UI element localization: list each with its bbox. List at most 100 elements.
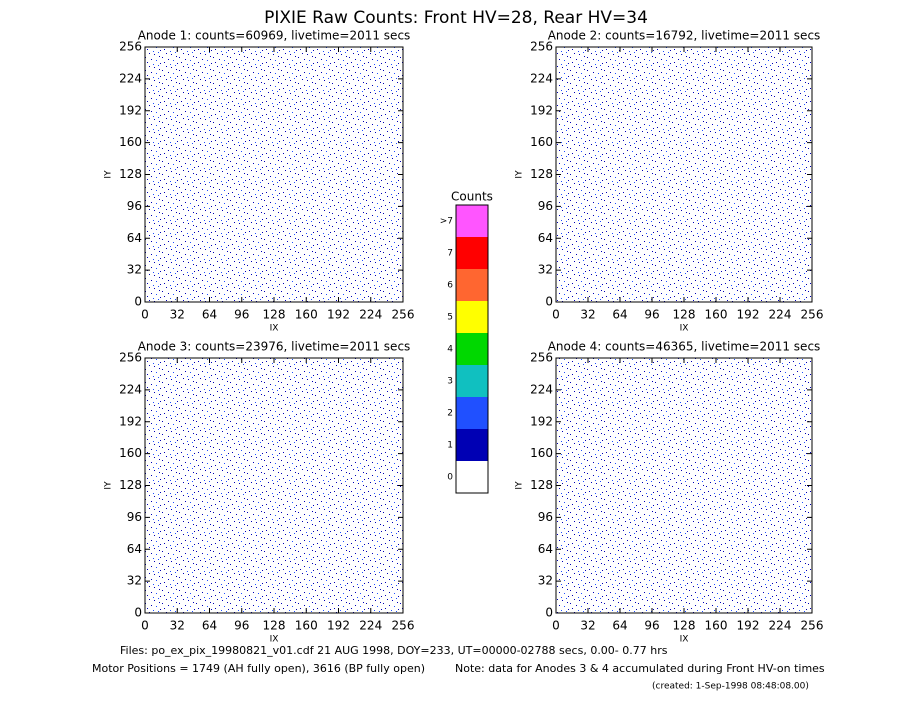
panel: Anode 3: counts=23976, livetime=2011 sec… <box>104 340 415 645</box>
x-axis-label: IX <box>680 635 689 645</box>
x-tick-label: 0 <box>141 619 149 633</box>
y-tick-label: 256 <box>530 40 553 54</box>
y-tick-label: 224 <box>119 382 142 396</box>
y-tick-label: 192 <box>530 414 553 428</box>
y-tick-label: 256 <box>119 40 142 54</box>
x-tick-label: 32 <box>170 308 185 322</box>
x-tick-label: 32 <box>170 619 185 633</box>
x-tick-label: 128 <box>673 619 696 633</box>
y-tick-label: 32 <box>538 574 553 588</box>
colorbar-label: 4 <box>447 345 453 355</box>
colorbar-label: 0 <box>447 473 453 483</box>
y-tick-label: 96 <box>538 199 553 213</box>
y-tick-label: 224 <box>530 71 553 85</box>
colorbar-cell <box>456 461 488 493</box>
y-tick-label: 64 <box>127 542 142 556</box>
y-tick-label: 128 <box>530 478 553 492</box>
y-tick-label: 32 <box>127 263 142 277</box>
x-tick-label: 128 <box>263 619 286 633</box>
x-tick-label: 64 <box>612 308 627 322</box>
y-tick-label: 96 <box>127 510 142 524</box>
x-tick-label: 0 <box>552 619 560 633</box>
colorbar-label: 1 <box>447 441 453 451</box>
x-tick-label: 64 <box>202 619 217 633</box>
x-tick-label: 96 <box>644 619 659 633</box>
x-axis-label: IX <box>270 635 279 645</box>
y-tick-label: 256 <box>530 351 553 365</box>
y-tick-label: 64 <box>538 231 553 245</box>
y-tick-label: 256 <box>119 351 142 365</box>
colorbar-label: >7 <box>440 217 453 227</box>
colorbar-label: 6 <box>447 281 453 291</box>
footer-created: (created: 1-Sep-1998 08:48:08.00) <box>652 682 809 692</box>
x-tick-label: 224 <box>359 308 382 322</box>
x-tick-label: 192 <box>327 308 350 322</box>
y-tick-label: 160 <box>119 135 142 149</box>
y-tick-label: 192 <box>119 414 142 428</box>
x-tick-label: 32 <box>580 308 595 322</box>
y-tick-label: 192 <box>119 103 142 117</box>
colorbar-cell <box>456 237 488 269</box>
y-tick-label: 128 <box>530 167 553 181</box>
x-tick-label: 160 <box>705 308 728 322</box>
y-tick-label: 32 <box>127 574 142 588</box>
colorbar-frame <box>455 204 489 494</box>
x-tick-label: 96 <box>644 308 659 322</box>
y-tick-label: 96 <box>538 510 553 524</box>
y-tick-label: 224 <box>530 382 553 396</box>
panel: Anode 1: counts=60969, livetime=2011 sec… <box>104 29 415 334</box>
colorbar-label: 5 <box>447 313 453 323</box>
x-tick-label: 192 <box>737 308 760 322</box>
footer-motor: Motor Positions = 1749 (AH fully open), … <box>92 662 425 675</box>
panel: Anode 4: counts=46365, livetime=2011 sec… <box>515 340 824 645</box>
x-tick-label: 256 <box>801 619 824 633</box>
y-tick-label: 96 <box>127 199 142 213</box>
y-tick-label: 160 <box>119 446 142 460</box>
x-tick-label: 96 <box>234 308 249 322</box>
y-tick-label: 0 <box>134 606 142 620</box>
x-tick-label: 128 <box>673 308 696 322</box>
colorbar-cell <box>456 333 488 365</box>
colorbar-label: 2 <box>447 409 453 419</box>
colorbar-title: Counts <box>451 190 493 204</box>
x-axis-label: IX <box>680 324 689 334</box>
colorbar-cell <box>456 365 488 397</box>
x-tick-label: 192 <box>737 619 760 633</box>
colorbar-label: 7 <box>447 249 453 259</box>
y-axis-label: IY <box>104 481 114 490</box>
x-tick-label: 160 <box>295 619 318 633</box>
footer-note: Note: data for Anodes 3 & 4 accumulated … <box>455 662 825 675</box>
heatmap-image <box>556 358 812 613</box>
heatmap-image <box>556 47 812 302</box>
y-tick-label: 0 <box>545 295 553 309</box>
panel-title: Anode 2: counts=16792, livetime=2011 sec… <box>548 29 821 43</box>
y-tick-label: 64 <box>538 542 553 556</box>
y-tick-label: 224 <box>119 71 142 85</box>
x-tick-label: 0 <box>552 308 560 322</box>
y-axis-label: IY <box>104 170 114 179</box>
footer-files: Files: po_ex_pix_19980821_v01.cdf 21 AUG… <box>120 644 668 657</box>
x-tick-label: 256 <box>801 308 824 322</box>
y-tick-label: 64 <box>127 231 142 245</box>
panel: Anode 2: counts=16792, livetime=2011 sec… <box>515 29 824 334</box>
colorbar-cell <box>456 429 488 461</box>
y-tick-label: 160 <box>530 135 553 149</box>
y-tick-label: 128 <box>119 478 142 492</box>
colorbar-cell <box>456 301 488 333</box>
heatmap-image <box>145 47 403 302</box>
y-tick-label: 160 <box>530 446 553 460</box>
x-tick-label: 64 <box>612 619 627 633</box>
x-tick-label: 224 <box>769 619 792 633</box>
x-tick-label: 160 <box>705 619 728 633</box>
x-tick-label: 160 <box>295 308 318 322</box>
figure-title: PIXIE Raw Counts: Front HV=28, Rear HV=3… <box>264 8 648 28</box>
panel-title: Anode 3: counts=23976, livetime=2011 sec… <box>138 340 411 354</box>
colorbar-cell <box>456 269 488 301</box>
x-tick-label: 256 <box>392 308 415 322</box>
y-axis-label: IY <box>515 170 525 179</box>
heatmap-image <box>145 358 403 613</box>
x-tick-label: 224 <box>359 619 382 633</box>
colorbar-cell <box>456 397 488 429</box>
colorbar-label: 3 <box>447 377 453 387</box>
